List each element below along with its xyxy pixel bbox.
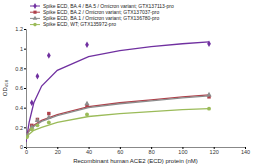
x-tick: 100 [178,147,187,155]
y-tick: 0 [20,144,26,150]
point [35,117,40,122]
x-tick: 60 [117,147,123,155]
point [30,127,34,131]
point [36,73,40,79]
x-tick-label: 60 [117,149,123,155]
y-tick-mark [24,49,26,50]
point [85,113,89,117]
y-tick-label: 0.8 [15,66,23,72]
legend-label: Spike ECD, BA.4 / BA.5 / Omicron variant… [43,3,174,9]
y-tick-mark [24,68,26,69]
point [207,107,211,111]
x-tick: 80 [149,147,155,155]
x-tick-label: 100 [178,149,187,155]
y-tick: 0.4 [15,105,26,111]
legend-label: Spike ECD, WT; GTX135972-pro [43,21,116,27]
x-tick-label: 20 [55,149,61,155]
legend-label: Spike ECD, BA.1 / Omicron variant; GTX13… [43,15,159,21]
legend-label: Spike ECD, BA.2 / Omicron variant; GTX13… [43,9,159,15]
chart: 0 20 40 60 80 100 120 140 0 0.2 0.4 0.6 0.8 1 1.2 Recom… [0,0,253,166]
legend-marker [33,3,36,9]
fit-line [26,95,209,137]
x-tick: 140 [241,147,250,155]
x-tick-label: 0 [25,149,28,155]
x-axis: 0 20 40 60 80 100 120 140 [25,147,250,155]
x-tick: 120 [210,147,219,155]
y-axis-title: OD₄₅₀ [2,79,8,96]
y-tick-label: 0 [20,144,23,150]
y-tick: 0.8 [15,66,26,72]
legend-marker [33,16,38,20]
y-axis-line [24,30,27,148]
legend-item: Spike ECD, BA.2 / Omicron variant; GTX13… [30,9,159,15]
legend-marker [33,23,37,27]
y-tick-label: 0.6 [15,85,23,91]
x-tick: 40 [86,147,92,155]
x-tick: 20 [55,147,61,155]
legend-marker [33,11,36,14]
fit-line [26,96,209,137]
point [26,135,29,139]
y-tick-label: 1.2 [15,26,23,32]
x-tick-label: 120 [210,149,219,155]
y-tick: 0.2 [15,125,26,131]
y-tick: 1 [20,46,26,52]
point [206,92,211,97]
y-tick-label: 1 [20,46,23,52]
marks [26,41,212,143]
point [35,123,39,127]
y-tick-mark [24,147,26,148]
x-tick: 0 [25,147,28,155]
y-tick-mark [24,29,26,30]
legend: Spike ECD, BA.4 / BA.5 / Omicron variant… [30,3,174,28]
plot: 0 20 40 60 80 100 120 140 0 0.2 0.4 0.6 0.8 1 1.2 [15,26,250,155]
x-tick-label: 40 [86,149,92,155]
y-tick-label: 0.2 [15,125,23,131]
legend-item: Spike ECD, BA.1 / Omicron variant; GTX13… [30,15,159,21]
y-tick-mark [24,127,26,128]
y-axis: 0 0.2 0.4 0.6 0.8 1 1.2 [15,26,26,150]
fit-line [26,42,209,142]
y-tick-mark [24,108,26,109]
point [207,41,211,47]
point [30,100,34,106]
x-axis-title: Recombinant human ACE2 (ECD) protein (nM… [73,158,198,164]
x-tick-label: 80 [149,149,155,155]
y-tick-label: 0.4 [15,105,23,111]
fit-line [26,109,209,139]
point [84,101,89,106]
y-tick-mark [24,88,26,89]
point [85,42,89,48]
point [36,118,39,121]
y-tick: 1.2 [15,26,26,32]
point [46,114,51,119]
x-tick-label: 140 [241,149,250,155]
point [47,120,51,124]
legend-item: Spike ECD, WT; GTX135972-pro [30,21,116,27]
point [47,52,51,58]
y-tick: 0.6 [15,85,26,91]
